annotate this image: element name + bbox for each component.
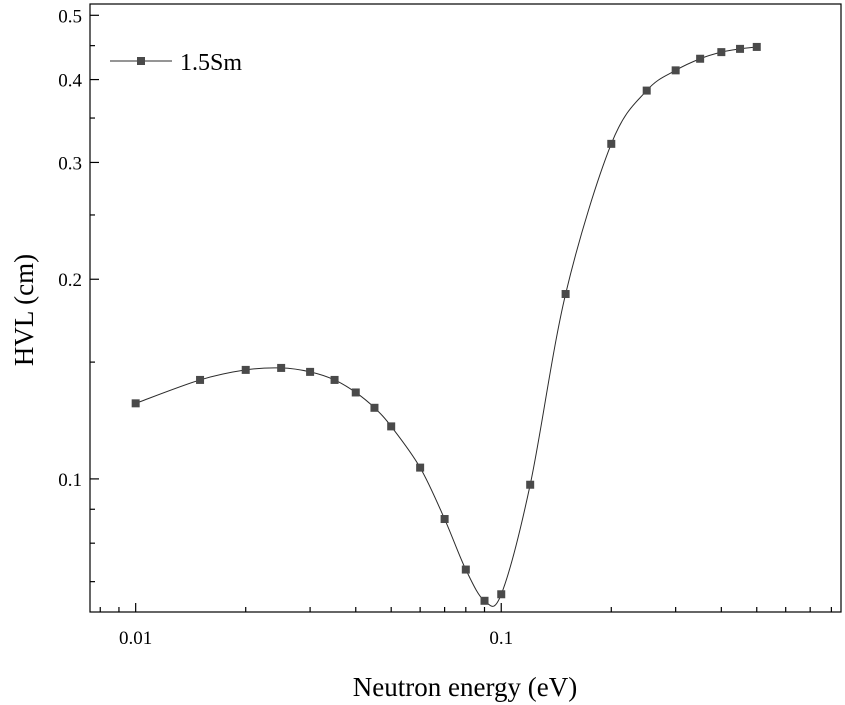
data-point [497,590,506,599]
y-axis-title: HVL (cm) [9,254,39,366]
data-point [696,54,705,63]
data-point [330,375,339,384]
data-point [387,422,396,431]
axis-ticks [90,14,832,612]
y-tick-label: 0.4 [58,71,82,92]
series-markers [131,42,761,605]
y-tick-label: 0.3 [58,153,82,174]
data-point [306,367,315,376]
plot-frame [89,3,842,613]
x-tick-label: 0.1 [489,628,513,649]
y-tick-label: 0.5 [58,6,82,27]
data-point [752,42,761,51]
axis-tick-labels: 0.01 0.1 0.1 0.2 0.3 0.4 0.5 [58,6,513,649]
legend-label: 1.5Sm [180,50,242,76]
data-point [717,48,726,57]
x-axis-title: Neutron energy (eV) [353,672,577,702]
data-point [440,515,449,524]
data-point [526,480,535,489]
data-point [480,596,489,605]
data-point [370,403,379,412]
y-tick-label: 0.1 [58,470,82,491]
data-point [131,399,140,408]
data-point [416,463,425,472]
data-point [607,139,616,148]
data-point [461,565,470,574]
legend-marker [137,57,145,65]
data-point [241,365,250,374]
data-point [351,388,360,397]
data-point [671,66,680,75]
data-point [736,44,745,53]
data-point [642,86,651,95]
legend: 1.5Sm [110,50,242,76]
data-point [196,375,205,384]
data-point [561,290,570,299]
y-tick-label: 0.2 [58,270,82,291]
data-point [277,363,286,372]
x-tick-label: 0.01 [119,628,152,649]
